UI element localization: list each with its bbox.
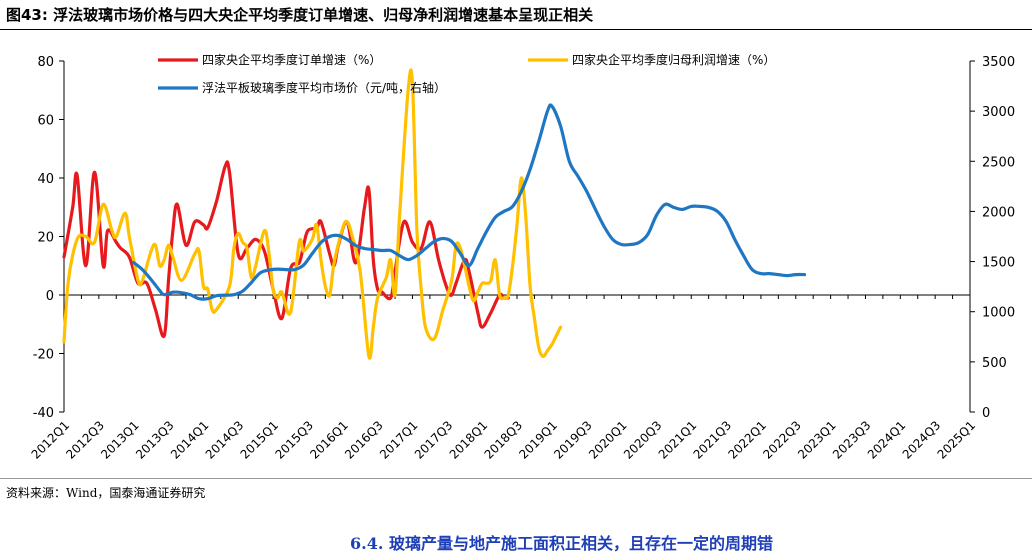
series-profit-growth-line (62, 68, 563, 360)
y-tick-label-right: 2500 (982, 155, 1015, 170)
y-tick-label-left: 60 (37, 114, 54, 129)
y-tick-label-left: -40 (33, 406, 54, 421)
y-tick-label-right: 500 (982, 356, 1007, 371)
chart-lines (62, 68, 807, 360)
section-heading-fragment: 6.4. 玻璃产量与地产施工面积正相关，且存在一定的周期错 (350, 534, 773, 553)
y-tick-label-left: 0 (46, 289, 54, 304)
y-tick-label-right: 2000 (982, 205, 1015, 220)
y-tick-label-right: 3500 (982, 55, 1015, 70)
legend-label: 四家央企平均季度归母利润增速（%） (572, 52, 775, 67)
y-tick-label-left: 80 (37, 55, 54, 70)
legend-label: 浮法平板玻璃季度平均市场价（元/吨，右轴） (202, 80, 446, 95)
source-note: 资料来源：Wind，国泰海通证券研究 (6, 486, 206, 500)
y-tick-label-right: 3000 (982, 105, 1015, 120)
y-tick-label-left: 20 (37, 231, 54, 246)
chart: 80 60 40 20 0 -20 -40 3500 3000 2500 2000 1500 1000 5… (29, 52, 1016, 462)
title-divider (0, 29, 1032, 30)
y-tick-label-right: 1000 (982, 306, 1015, 321)
figure-title: 图43: 浮法玻璃市场价格与四大央企平均季度订单增速、归母净利润增速基本呈现正相… (6, 6, 594, 24)
source-divider (0, 478, 1032, 479)
legend-item-glass-price: 浮法平板玻璃季度平均市场价（元/吨，右轴） (158, 80, 446, 95)
x-tick-label: 2025Q1 (935, 418, 979, 462)
chart-axes: 80 60 40 20 0 -20 -40 3500 3000 2500 2000 1500 1000 5… (29, 55, 1016, 462)
legend-item-order-growth: 四家央企平均季度订单增速（%） (158, 52, 381, 67)
y-tick-label-right: 1500 (982, 256, 1015, 271)
y-tick-label-left: -20 (33, 348, 54, 363)
y-tick-label-right: 0 (982, 406, 990, 421)
chart-legend: 四家央企平均季度订单增速（%） 四家央企平均季度归母利润增速（%） 浮法平板玻璃季度… (158, 52, 775, 95)
y-tick-label-left: 40 (37, 172, 54, 187)
series-glass-price-line (132, 103, 807, 301)
legend-item-profit-growth: 四家央企平均季度归母利润增速（%） (528, 52, 775, 67)
legend-label: 四家央企平均季度订单增速（%） (202, 52, 381, 67)
